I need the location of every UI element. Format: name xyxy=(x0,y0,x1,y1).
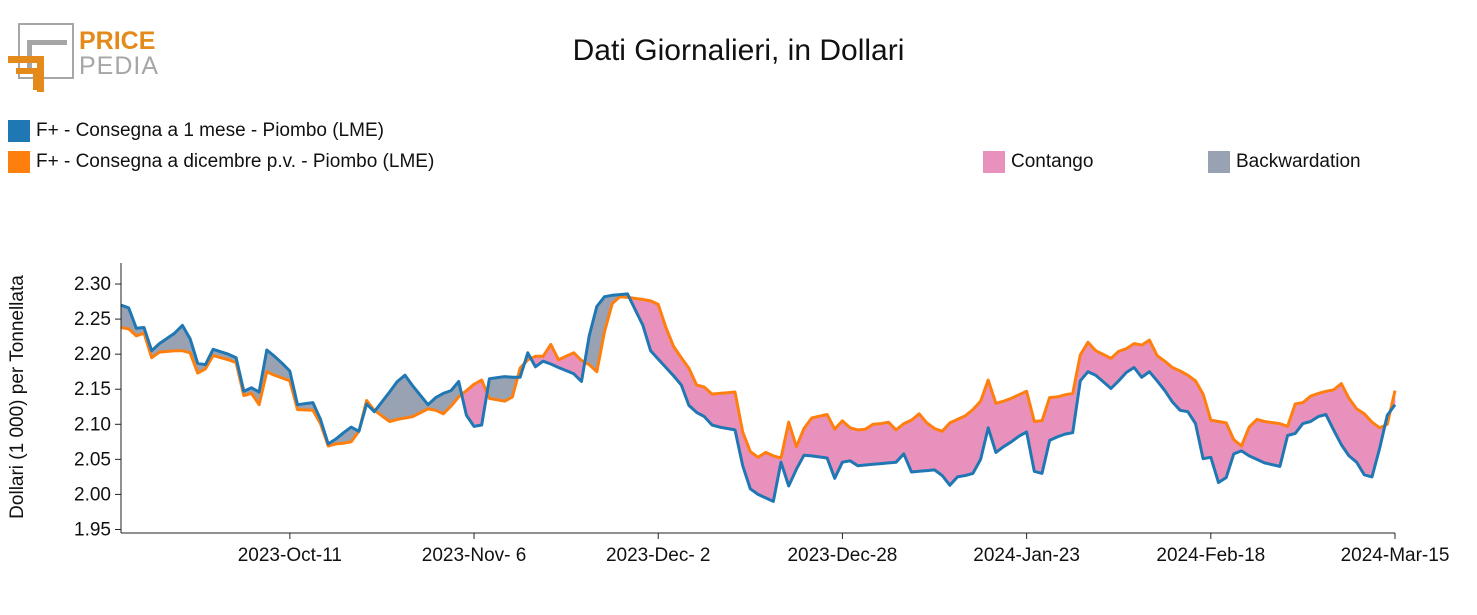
legend-item-series2[interactable]: F+ - Consegna a dicembre p.v. - Piombo (… xyxy=(8,151,434,173)
pricepedia-logo: PRICE PEDIA xyxy=(8,23,159,92)
legend-item-backwardation[interactable]: Backwardation xyxy=(1208,151,1361,173)
x-tick-label: 2023-Dec- 2 xyxy=(606,545,711,566)
x-tick-label: 2024-Mar-15 xyxy=(1341,545,1450,566)
legend-label-contango: Contango xyxy=(1011,151,1094,172)
contango-segment xyxy=(1049,396,1058,441)
y-tick-label: 1.95 xyxy=(74,519,111,540)
contango-segment xyxy=(857,428,866,467)
contango-segment xyxy=(1218,421,1227,484)
x-tick-label: 2023-Oct-11 xyxy=(238,545,342,566)
y-tick-label: 2.30 xyxy=(74,274,111,295)
logo-text-pedia: PEDIA xyxy=(79,52,159,80)
contango-segment xyxy=(711,393,720,428)
y-axis-label: Dollari (1 000) per Tonnellata xyxy=(7,275,28,519)
contango-segment xyxy=(473,379,483,427)
contango-segment xyxy=(1264,421,1281,467)
logo-mark-icon xyxy=(8,23,74,92)
legend-swatch-series1 xyxy=(8,120,30,142)
x-tick-label: 2023-Dec-28 xyxy=(787,545,897,566)
contango-segment xyxy=(811,414,828,459)
contango-segment xyxy=(995,400,1004,453)
y-tick-label: 2.00 xyxy=(74,484,111,505)
contango-segment xyxy=(1256,418,1265,464)
contango-segment xyxy=(1033,420,1043,474)
chart-title: Dati Giornalieri, in Dollari xyxy=(572,34,905,67)
contango-segment xyxy=(727,391,736,431)
axes-layer: 1.95 2.00 2.05 2.10 2.15 2.20 2.25 2.30 2023-Oct… xyxy=(74,263,1449,566)
contango-segment xyxy=(872,423,882,465)
legend-swatch-backwardation xyxy=(1208,151,1230,173)
contango-segment xyxy=(765,451,774,502)
legend-item-contango[interactable]: Contango xyxy=(983,151,1093,173)
legend-label-backwardation: Backwardation xyxy=(1236,151,1361,172)
series-line-1-month xyxy=(120,292,1397,503)
contango-segment xyxy=(957,415,966,478)
legend-swatch-contango xyxy=(983,151,1005,173)
contango-segment xyxy=(926,422,935,471)
contango-segment xyxy=(757,451,766,499)
contango-segment xyxy=(865,423,874,466)
contango-segment xyxy=(964,408,974,476)
contango-segment xyxy=(880,421,889,464)
contango-segment xyxy=(1003,397,1012,448)
contango-segment xyxy=(1010,394,1020,443)
contango-segment xyxy=(934,428,943,477)
y-tick-label: 2.15 xyxy=(74,379,111,400)
legend-item-series1[interactable]: F+ - Consegna a 1 mese - Piombo (LME) xyxy=(8,120,384,142)
contango-segment xyxy=(1057,394,1066,438)
y-tick-label: 2.05 xyxy=(74,449,111,470)
contango-segment xyxy=(1317,390,1327,417)
contango-segment xyxy=(1364,413,1373,478)
series-line-dec-delivery xyxy=(120,295,1397,460)
y-tick-label: 2.25 xyxy=(74,309,111,330)
y-tick-label: 2.10 xyxy=(74,414,111,435)
legend-label-series1: F+ - Consegna a 1 mese - Piombo (LME) xyxy=(36,120,384,141)
x-tick-label: 2023-Nov- 6 xyxy=(422,545,527,566)
contango-segment xyxy=(719,392,728,429)
contango-segment xyxy=(1018,390,1027,437)
legend-label-series2: F+ - Consegna a dicembre p.v. - Piombo (… xyxy=(36,151,435,172)
logo-text-price: PRICE xyxy=(79,27,155,55)
x-tick-label: 2024-Feb-18 xyxy=(1156,545,1265,566)
contango-segment xyxy=(1064,393,1073,435)
contango-segment xyxy=(911,413,920,473)
x-tick-label: 2024-Jan-23 xyxy=(973,545,1080,566)
contango-segment xyxy=(1179,370,1189,413)
legend-swatch-series2 xyxy=(8,151,30,173)
y-tick-label: 2.20 xyxy=(74,344,111,365)
series-lines-layer xyxy=(120,292,1397,503)
contango-segment xyxy=(949,418,958,487)
